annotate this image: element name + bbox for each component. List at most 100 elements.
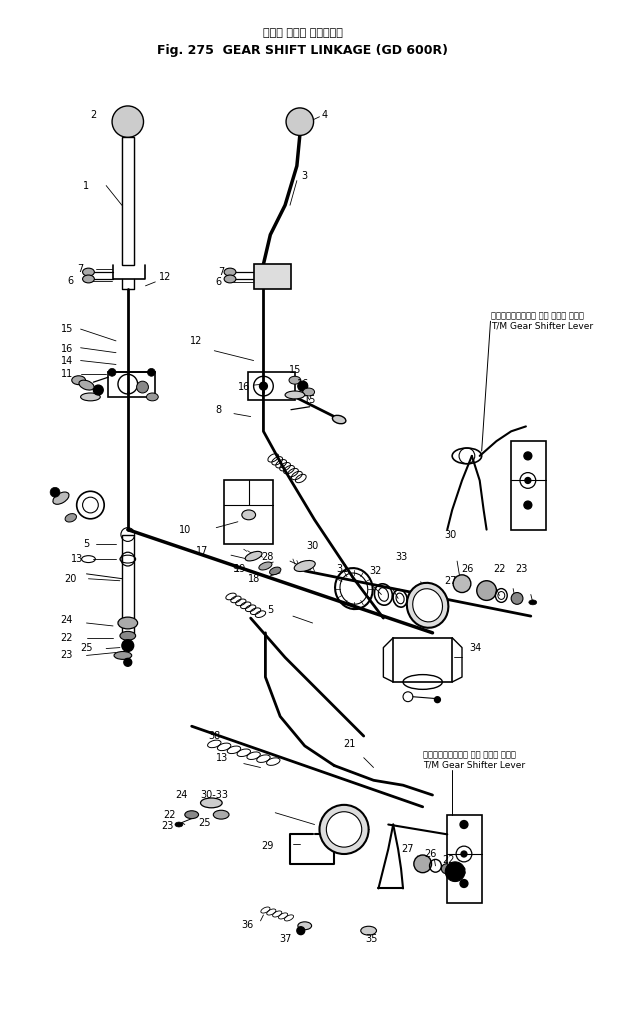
Ellipse shape [326,812,362,848]
Bar [393,637,452,682]
Text: 23: 23 [454,867,466,877]
Text: 19: 19 [234,564,246,573]
Ellipse shape [213,810,229,819]
Ellipse shape [259,562,272,570]
Text: T/M Gear Shifter Lever: T/M Gear Shifter Lever [492,321,594,330]
Circle shape [460,880,468,887]
Circle shape [136,382,149,393]
Ellipse shape [289,377,301,384]
Text: 5: 5 [83,539,89,549]
Text: 2: 2 [90,110,96,120]
Text: 29: 29 [261,841,273,852]
Ellipse shape [146,393,159,401]
Text: 9: 9 [233,564,239,573]
Circle shape [524,452,532,460]
Circle shape [260,383,267,390]
Text: 12: 12 [159,272,172,282]
Ellipse shape [413,589,442,622]
Text: ギャー シフト リンケージ: ギャー シフト リンケージ [263,28,342,39]
Ellipse shape [361,927,376,935]
Text: 24: 24 [60,615,73,625]
Text: 23: 23 [161,821,173,831]
Ellipse shape [224,275,236,283]
Text: トランスミッション ギヤ シフタ レバー: トランスミッション ギヤ シフタ レバー [492,312,584,321]
Bar [224,480,273,544]
Circle shape [93,385,103,395]
Ellipse shape [79,381,94,390]
Text: 7: 7 [218,267,225,277]
Text: 15: 15 [289,365,301,376]
Bar [108,373,155,397]
Text: 15: 15 [304,395,316,405]
Text: 12: 12 [191,336,203,346]
Ellipse shape [285,391,305,399]
Circle shape [50,487,60,497]
Circle shape [108,368,116,377]
Text: 14: 14 [60,355,73,365]
Text: 22: 22 [60,632,73,642]
Text: 21: 21 [343,739,355,749]
Text: 11: 11 [60,369,73,380]
Text: 22: 22 [493,564,505,573]
Text: 15: 15 [60,324,73,334]
Text: 33: 33 [395,552,407,562]
Ellipse shape [224,268,236,276]
Text: 16: 16 [60,344,73,354]
Text: 30: 30 [307,541,319,551]
Text: 10: 10 [179,525,191,535]
Ellipse shape [83,275,94,283]
Ellipse shape [83,268,94,276]
Ellipse shape [185,811,199,819]
Ellipse shape [333,415,346,423]
Text: 1: 1 [83,181,89,191]
Text: 16: 16 [297,380,309,389]
Circle shape [461,851,467,857]
Text: 5: 5 [267,605,273,615]
Ellipse shape [270,567,281,574]
Text: 38: 38 [208,731,220,741]
Ellipse shape [320,805,368,854]
Text: 20: 20 [65,573,77,584]
Bar [247,373,295,400]
Ellipse shape [53,492,69,504]
Circle shape [147,368,155,377]
Circle shape [434,696,441,702]
Text: 16: 16 [238,382,250,392]
Text: 27: 27 [402,844,414,854]
Text: 26: 26 [424,849,437,859]
Ellipse shape [175,822,183,827]
Text: 34: 34 [470,642,482,653]
Text: 7: 7 [78,264,84,274]
Text: 22: 22 [163,810,175,820]
Circle shape [477,581,497,601]
Circle shape [122,639,134,652]
Circle shape [297,927,305,935]
Text: 28: 28 [261,552,273,562]
Text: 30-33: 30-33 [201,790,228,800]
Text: 26: 26 [462,564,474,573]
Text: 13: 13 [70,554,83,564]
Circle shape [441,864,451,874]
Text: 13: 13 [216,753,228,762]
Text: 6: 6 [68,276,74,286]
Bar [122,137,134,265]
Ellipse shape [120,631,136,640]
Ellipse shape [303,388,315,396]
Circle shape [445,862,465,882]
Text: 35: 35 [365,934,378,944]
Ellipse shape [245,551,262,561]
Circle shape [511,593,523,604]
Text: Fig. 275  GEAR SHIFT LINKAGE (GD 600R): Fig. 275 GEAR SHIFT LINKAGE (GD 600R) [157,44,449,57]
Text: 25: 25 [198,817,211,827]
Text: 27: 27 [444,576,457,586]
Circle shape [524,501,532,509]
Text: 4: 4 [321,110,328,120]
Ellipse shape [65,514,77,522]
Text: 30: 30 [444,530,457,540]
Text: 25: 25 [80,642,93,653]
Circle shape [124,659,131,666]
Text: 31: 31 [336,564,348,573]
Text: 23: 23 [60,651,73,661]
Text: 6: 6 [215,277,222,287]
Circle shape [286,108,313,135]
